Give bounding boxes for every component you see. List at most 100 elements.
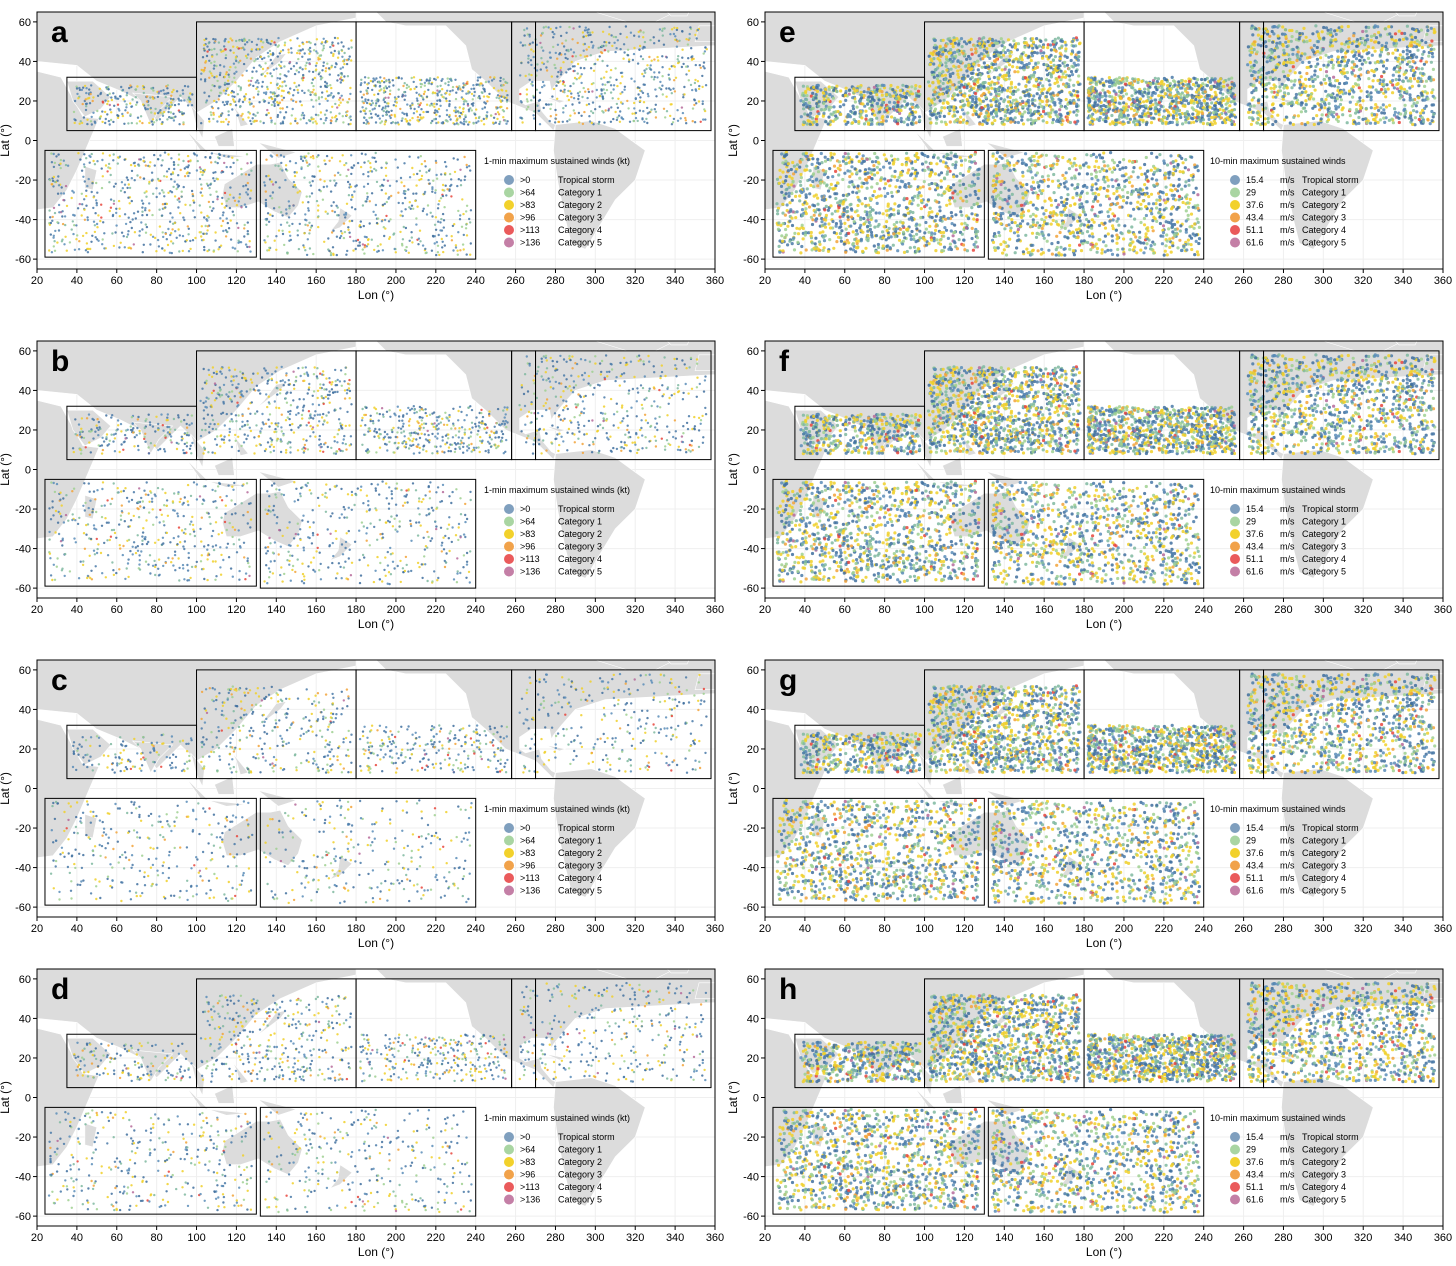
track-point	[676, 58, 679, 61]
track-point	[450, 79, 453, 82]
track-point	[283, 80, 286, 83]
track-point	[547, 377, 550, 380]
track-point	[235, 59, 238, 63]
track-point	[227, 120, 230, 124]
x-tick-label: 360	[706, 275, 724, 287]
track-point	[661, 27, 664, 30]
track-point	[493, 425, 496, 428]
track-point	[205, 511, 209, 514]
track-point	[145, 213, 149, 217]
track-point	[562, 399, 565, 402]
track-point	[672, 32, 676, 36]
track-point	[109, 198, 113, 201]
track-point	[697, 416, 701, 420]
track-point	[420, 94, 423, 98]
track-point	[279, 223, 283, 226]
track-point	[437, 422, 440, 426]
track-point	[136, 534, 139, 537]
track-point	[256, 410, 259, 413]
track-point	[250, 122, 253, 126]
track-point	[92, 111, 95, 115]
track-point	[443, 206, 446, 209]
track-point	[643, 83, 646, 87]
track-point	[242, 441, 246, 444]
track-point	[300, 167, 303, 171]
track-point	[348, 444, 351, 447]
track-point	[669, 88, 672, 92]
track-point	[236, 386, 239, 389]
track-point	[654, 103, 657, 107]
track-point	[600, 88, 603, 91]
track-point	[53, 249, 57, 252]
track-point	[486, 100, 489, 103]
track-point	[680, 435, 684, 438]
track-point	[457, 430, 461, 433]
track-point	[51, 215, 54, 219]
track-point	[264, 369, 267, 372]
track-point	[408, 418, 412, 421]
track-point	[654, 417, 657, 420]
track-point	[201, 56, 205, 59]
track-point	[51, 179, 55, 183]
track-point	[689, 26, 692, 29]
track-point	[690, 47, 693, 50]
track-point	[340, 41, 343, 44]
track-point	[452, 249, 455, 252]
track-point	[105, 414, 108, 417]
track-point	[161, 112, 164, 115]
track-point	[363, 109, 366, 113]
track-point	[271, 183, 275, 186]
track-point	[225, 204, 228, 208]
track-point	[153, 153, 156, 157]
track-point	[129, 84, 132, 87]
track-point	[591, 46, 594, 49]
track-point	[640, 426, 643, 430]
track-point	[188, 523, 192, 526]
legend-threshold: >136	[520, 238, 540, 248]
track-point	[344, 211, 348, 215]
track-point	[416, 99, 419, 102]
track-point	[635, 415, 638, 418]
track-point	[364, 424, 367, 427]
track-point	[240, 206, 243, 209]
track-point	[230, 499, 233, 502]
track-point	[462, 123, 466, 126]
track-point	[240, 38, 244, 41]
track-point	[344, 424, 347, 428]
track-point	[249, 250, 252, 253]
track-point	[417, 105, 420, 109]
track-point	[249, 429, 253, 433]
track-point	[198, 204, 201, 207]
track-point	[251, 76, 254, 80]
track-point	[598, 95, 601, 98]
track-point	[408, 201, 411, 204]
track-point	[454, 97, 458, 101]
track-point	[279, 122, 283, 125]
track-point	[227, 113, 230, 117]
track-point	[345, 62, 349, 66]
track-point	[677, 60, 680, 63]
track-point	[403, 162, 406, 165]
track-point	[341, 55, 344, 58]
track-point	[591, 90, 594, 93]
track-point	[249, 378, 253, 381]
track-point	[361, 416, 364, 420]
track-point	[127, 122, 130, 125]
track-point	[190, 452, 193, 455]
track-point	[121, 88, 125, 92]
track-point	[202, 409, 206, 412]
track-point	[420, 408, 424, 411]
track-point	[205, 232, 208, 235]
track-point	[501, 84, 504, 87]
track-point	[435, 419, 439, 422]
track-point	[328, 249, 331, 253]
track-point	[439, 221, 442, 224]
track-point	[103, 247, 106, 250]
track-point	[57, 153, 60, 156]
track-point	[130, 199, 133, 203]
track-point	[317, 403, 321, 407]
track-point	[445, 109, 449, 112]
track-point	[74, 418, 77, 421]
track-point	[76, 234, 79, 237]
track-point	[589, 33, 592, 37]
